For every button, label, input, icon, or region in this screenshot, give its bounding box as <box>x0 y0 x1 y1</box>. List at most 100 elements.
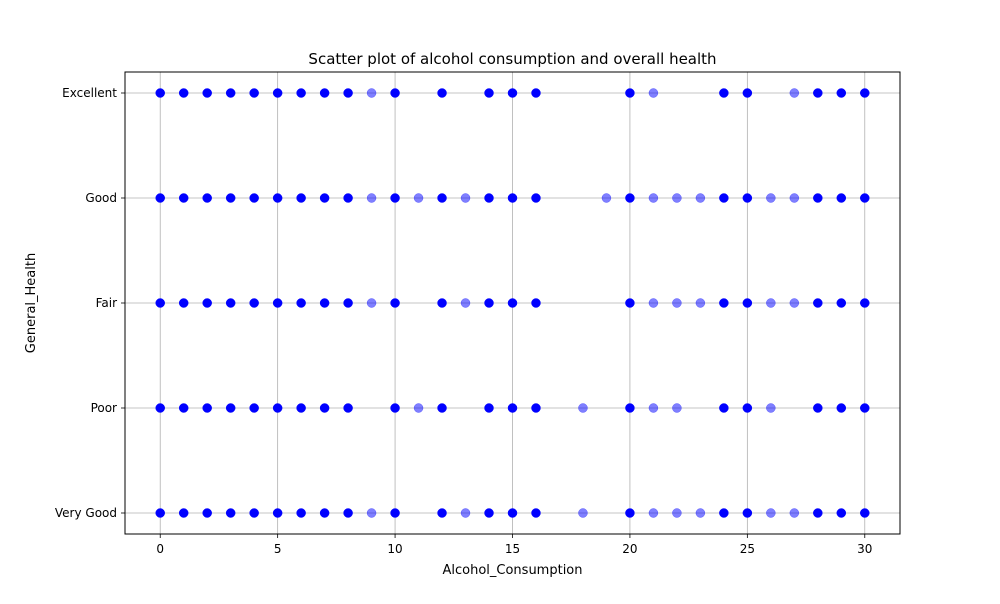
scatter-point <box>860 508 870 518</box>
scatter-point <box>178 508 189 518</box>
scatter-point <box>531 298 541 308</box>
scatter-point <box>296 193 306 203</box>
scatter-point <box>460 298 471 308</box>
scatter-point <box>625 88 635 98</box>
scatter-point <box>343 298 353 308</box>
scatter-point <box>578 508 588 518</box>
scatter-point <box>813 88 823 98</box>
y-tick-label: Excellent <box>62 86 117 100</box>
scatter-point <box>789 508 800 518</box>
scatter-point <box>695 508 706 518</box>
scatter-point <box>390 193 400 203</box>
x-tick-label: 0 <box>156 542 164 556</box>
scatter-point <box>625 508 635 518</box>
scatter-point <box>319 508 330 518</box>
scatter-point <box>178 88 189 98</box>
scatter-point <box>719 193 729 203</box>
scatter-point <box>695 298 706 308</box>
scatter-point <box>531 88 541 98</box>
x-tick-label: 5 <box>274 542 282 556</box>
scatter-point <box>789 88 800 98</box>
scatter-point <box>155 193 165 203</box>
scatter-point <box>813 403 823 413</box>
scatter-point <box>343 193 353 203</box>
scatter-point <box>836 193 847 203</box>
scatter-point <box>648 403 659 413</box>
scatter-point <box>296 298 306 308</box>
scatter-point <box>484 508 494 518</box>
scatter-point <box>719 298 729 308</box>
scatter-point <box>860 298 870 308</box>
x-tick-label: 30 <box>857 542 872 556</box>
scatter-point <box>437 508 447 518</box>
scatter-point <box>742 403 753 413</box>
scatter-point <box>625 403 635 413</box>
scatter-point <box>296 403 306 413</box>
x-axis-ticks: 0 5 10 15 20 25 30 <box>156 534 872 556</box>
scatter-point <box>366 508 377 518</box>
y-axis-label: General_Health <box>24 253 39 353</box>
scatter-point <box>742 88 753 98</box>
scatter-point <box>225 298 236 308</box>
scatter-point <box>202 298 212 308</box>
scatter-point <box>507 88 518 98</box>
scatter-point <box>625 193 635 203</box>
scatter-point <box>648 508 659 518</box>
scatter-point <box>272 403 283 413</box>
x-tick-label: 20 <box>622 542 637 556</box>
scatter-point <box>413 403 424 413</box>
scatter-point <box>272 508 283 518</box>
scatter-point <box>272 193 283 203</box>
scatter-point <box>225 193 236 203</box>
scatter-point <box>155 403 165 413</box>
scatter-point <box>272 88 283 98</box>
scatter-point <box>155 508 165 518</box>
scatter-point <box>343 88 353 98</box>
scatter-point <box>578 403 588 413</box>
scatter-point <box>437 403 447 413</box>
scatter-point <box>507 193 518 203</box>
scatter-point <box>343 508 353 518</box>
scatter-point <box>249 298 259 308</box>
scatter-point <box>225 508 236 518</box>
scatter-point <box>178 298 189 308</box>
scatter-point <box>836 88 847 98</box>
scatter-point <box>484 88 494 98</box>
scatter-point <box>789 193 800 203</box>
scatter-point <box>319 88 330 98</box>
scatter-point <box>766 508 776 518</box>
data-points <box>155 88 870 518</box>
scatter-point <box>202 508 212 518</box>
scatter-point <box>507 298 518 308</box>
scatter-point <box>742 298 753 308</box>
y-tick-label: Fair <box>96 296 117 310</box>
scatter-point <box>672 403 682 413</box>
scatter-point <box>813 193 823 203</box>
scatter-point <box>225 88 236 98</box>
scatter-point <box>625 298 635 308</box>
scatter-point <box>601 193 612 203</box>
scatter-point <box>531 193 541 203</box>
scatter-point <box>860 193 870 203</box>
scatter-point <box>202 88 212 98</box>
scatter-point <box>319 403 330 413</box>
scatter-point <box>813 508 823 518</box>
scatter-point <box>460 508 471 518</box>
scatter-point <box>742 193 753 203</box>
scatter-point <box>202 403 212 413</box>
scatter-point <box>860 403 870 413</box>
scatter-point <box>296 88 306 98</box>
scatter-point <box>366 88 377 98</box>
scatter-point <box>178 403 189 413</box>
scatter-point <box>249 193 259 203</box>
scatter-point <box>484 193 494 203</box>
scatter-point <box>296 508 306 518</box>
scatter-point <box>672 298 682 308</box>
scatter-point <box>742 508 753 518</box>
scatter-point <box>507 508 518 518</box>
scatter-point <box>672 193 682 203</box>
scatter-point <box>719 508 729 518</box>
scatter-point <box>648 88 659 98</box>
